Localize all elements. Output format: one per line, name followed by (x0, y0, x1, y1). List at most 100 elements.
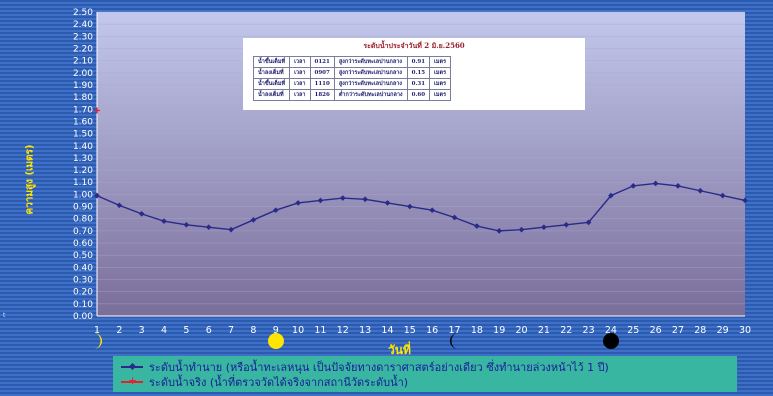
table-cell: 0.31 (406, 78, 431, 90)
table-cell: 1826 (309, 89, 335, 101)
series-line-forecast (96, 182, 746, 232)
x-tick-label: 2 (116, 325, 122, 336)
x-tick-label: 8 (250, 325, 256, 336)
table-cell: ต่ำกว่าระดับทะเลปานกลาง (333, 89, 408, 101)
data-point-forecast (541, 224, 547, 231)
x-tick-label: 4 (161, 325, 167, 336)
table-cell: 0907 (309, 67, 335, 79)
x-tick-label: 26 (650, 325, 662, 336)
y-tick-label: 0.30 (73, 276, 93, 286)
data-point-forecast (406, 203, 413, 210)
table-cell: เวลา (289, 56, 311, 68)
y-tick-label: 2.40 (73, 20, 93, 30)
x-tick-label: 5 (183, 325, 189, 336)
table-row: น้ำลงเต็มที่ เวลา 1826 ต่ำกว่าระดับทะเลปานก… (252, 89, 452, 101)
table-cell: เมตร (429, 89, 452, 101)
y-tick-label: 0.40 (73, 263, 93, 273)
y-tick-label: 0.20 (73, 288, 93, 298)
y-axis-label: ความสูง (เมตร) (24, 144, 36, 215)
y-tick-label: 0.50 (73, 251, 93, 261)
y-tick-label: 0.80 (73, 215, 93, 225)
legend-swatch-observed: + (121, 375, 143, 387)
x-tick-label: 29 (717, 325, 729, 336)
x-tick-label: 19 (493, 325, 505, 336)
data-point-forecast (608, 192, 614, 199)
full-moon-icon (267, 332, 285, 350)
data-point-forecast (250, 217, 257, 223)
table-cell: 0.15 (406, 67, 431, 79)
x-tick-label: 16 (426, 325, 438, 336)
y-tick-label: 0.60 (73, 239, 93, 249)
series-layer (94, 107, 748, 234)
table-cell: สูงกว่าระดับทะเลปานกลาง (333, 56, 408, 68)
y-tick-label: 0.70 (73, 227, 93, 237)
y-tick-label: 1.60 (73, 117, 93, 127)
data-point-forecast (205, 224, 212, 231)
data-point-forecast (183, 221, 190, 228)
table-cell: น้ำขึ้นเต็มที่ (252, 78, 291, 90)
data-point-forecast (138, 211, 145, 217)
y-tick-label: 1.80 (73, 93, 93, 103)
y-tick-label: 2.20 (73, 44, 93, 54)
legend-swatch-forecast (121, 362, 143, 372)
data-point-forecast (675, 183, 681, 189)
legend: ระดับน้ำทำนาย (หรือน้ำทะเลหนุน เป็นปัจจั… (113, 356, 737, 392)
x-tick-label: 28 (694, 325, 706, 336)
table-row: น้ำลงเต็มที่ เวลา 0907 สูงกว่าระดับทะเลปานก… (252, 67, 452, 79)
table-title: ระดับน้ำประจำวันที่ 2 มิ.ย.2560 (363, 41, 465, 50)
crescent-moon-icon (88, 332, 106, 350)
legend-label-forecast: ระดับน้ำทำนาย (หรือน้ำทะเลหนุน เป็นปัจจั… (149, 361, 609, 374)
data-point-forecast (451, 214, 458, 221)
data-point-forecast (742, 197, 748, 204)
x-tick-label: 22 (560, 325, 572, 336)
x-tick-label: 9 (273, 325, 279, 336)
data-point-forecast (719, 192, 726, 199)
data-point-forecast (429, 207, 436, 214)
x-tick-label: 1 (94, 325, 100, 336)
x-tick-label: 14 (381, 325, 393, 336)
data-point-forecast (228, 226, 234, 233)
y-tick-label: 2.50 (73, 8, 93, 18)
data-point-forecast (317, 197, 324, 204)
table-cell: สูงกว่าระดับทะเลปานกลาง (333, 67, 408, 79)
y-axis-ticks: 0.00 0.10 0.20 0.30 0.40 0.50 0.60 0.70 0.80 0.90… (73, 8, 93, 322)
y-tick-label: 2.00 (73, 69, 93, 79)
data-point-forecast (272, 207, 279, 214)
x-tick-label: 27 (672, 325, 684, 336)
x-tick-label: 17 (448, 325, 460, 336)
table-cell: เวลา (289, 78, 311, 90)
data-point-forecast (630, 183, 637, 189)
table-cell: 0121 (309, 56, 335, 68)
y-tick-label: 1.50 (73, 130, 93, 140)
table-cell: เวลา (289, 89, 311, 101)
data-point-forecast (496, 228, 503, 234)
y-tick-label: 2.30 (73, 32, 93, 42)
table-cell: 1110 (309, 78, 335, 90)
table-row: น้ำขึ้นเต็มที่ เวลา 0121 สูงกว่าระดับทะเลปา… (252, 56, 452, 68)
data-point-forecast (161, 218, 167, 224)
x-axis-label: วันที่ (388, 343, 411, 357)
data-point-forecast (585, 219, 592, 226)
x-tick-label: 12 (337, 325, 349, 336)
data-point-forecast (518, 226, 525, 233)
tide-table-box: ระดับน้ำประจำวันที่ 2 มิ.ย.2560 น้ำขึ้นเ… (243, 38, 585, 110)
x-tick-label: 20 (516, 325, 528, 336)
new-moon-icon (602, 332, 620, 350)
data-point-forecast (116, 202, 123, 209)
y-tick-label: 0.00 (73, 312, 93, 322)
table-cell: เมตร (429, 67, 452, 79)
x-tick-label: 24 (605, 325, 617, 336)
table-cell: เวลา (289, 67, 311, 79)
table-cell: น้ำลงเต็มที่ (252, 67, 291, 79)
y-tick-label: 1.10 (73, 178, 93, 188)
data-point-forecast (295, 200, 301, 206)
legend-item-forecast: ระดับน้ำทำนาย (หรือน้ำทะเลหนุน เป็นปัจจั… (121, 359, 609, 375)
table-cell: เมตร (429, 56, 452, 68)
side-note: t (3, 312, 6, 319)
x-tick-label: 7 (228, 325, 234, 336)
table-cell: เมตร (429, 78, 452, 90)
y-tick-label: 1.30 (73, 154, 93, 164)
table-cell: น้ำขึ้นเต็มที่ (252, 56, 291, 68)
data-point-forecast (652, 180, 659, 187)
data-point-forecast (474, 223, 480, 229)
